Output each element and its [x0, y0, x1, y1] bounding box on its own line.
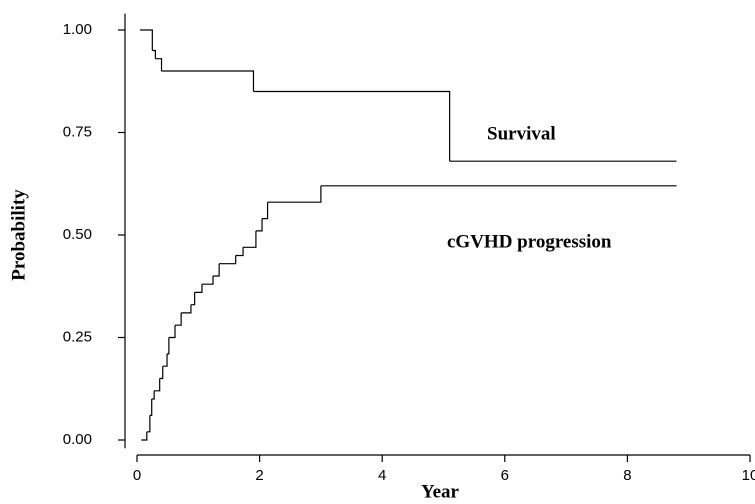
step-segment	[167, 337, 170, 355]
y-tick-label: 0.50	[63, 226, 92, 243]
step-segment	[201, 276, 214, 285]
step-segment	[159, 366, 164, 380]
step-segment	[155, 58, 163, 71]
x-tick-label: 8	[623, 467, 631, 484]
step-segment	[262, 202, 269, 220]
step-segment	[162, 353, 168, 367]
step-segment	[146, 415, 151, 433]
step-segment	[235, 247, 244, 257]
series-label: cGVHD progression	[447, 231, 612, 252]
step-segment	[194, 284, 203, 293]
series-label: Survival	[487, 123, 556, 144]
step-segment	[140, 29, 153, 51]
y-tick-label: 0.25	[63, 328, 92, 345]
step-segment	[255, 218, 263, 232]
y-tick-label: 1.00	[63, 21, 92, 38]
step-segment	[141, 431, 148, 441]
x-tick-label: 2	[255, 467, 263, 484]
x-tick-label: 10	[742, 467, 755, 484]
y-tick-label: 0.75	[63, 123, 92, 140]
step-segment	[149, 399, 153, 416]
x-tick-label: 6	[501, 467, 509, 484]
step-segment	[219, 255, 237, 265]
x-tick-label: 4	[378, 467, 386, 484]
step-segment	[152, 49, 156, 59]
step-segment	[154, 378, 161, 392]
step-segment	[151, 390, 155, 400]
step-segment	[213, 263, 220, 277]
step-segment	[253, 90, 451, 162]
step-segment	[161, 70, 255, 92]
x-tick-label: 0	[133, 467, 141, 484]
y-axis-title: Probability	[8, 189, 29, 281]
step-segment	[181, 304, 192, 314]
x-axis-title: Year	[421, 481, 460, 502]
step-segment	[267, 185, 322, 203]
y-tick-label: 0.00	[63, 431, 92, 448]
step-segment	[175, 312, 182, 326]
step-segment	[168, 325, 176, 339]
step-segment	[190, 292, 196, 306]
step-segment	[243, 230, 257, 248]
